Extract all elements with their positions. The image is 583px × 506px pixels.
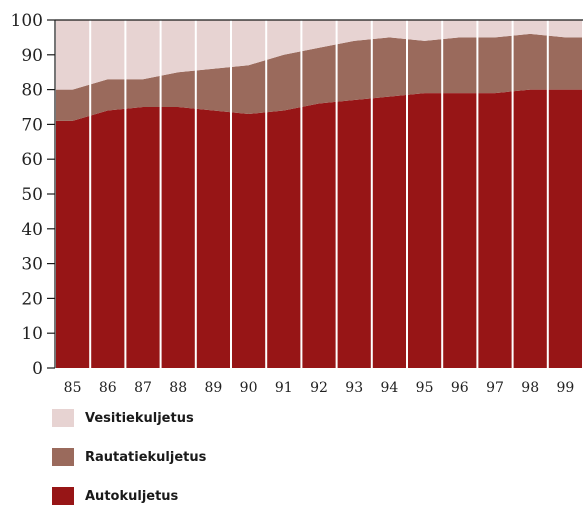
legend-item-autokuljetus: Autokuljetus xyxy=(52,486,206,506)
x-tick-label: 97 xyxy=(486,380,504,396)
y-tick-label: 90 xyxy=(21,46,43,66)
legend-swatch xyxy=(52,487,74,505)
y-tick-label: 80 xyxy=(21,81,43,101)
year-separators xyxy=(54,19,583,368)
x-tick-label: 89 xyxy=(204,380,222,396)
chart-areas xyxy=(55,20,583,368)
y-tick-label: 100 xyxy=(11,11,43,31)
legend-item-vesitiekuljetus: Vesitiekuljetus xyxy=(52,408,206,428)
y-axis: 0 10 20 30 40 50 60 70 80 90 100 xyxy=(11,11,56,379)
x-tick-label: 92 xyxy=(310,380,328,396)
y-tick-label: 20 xyxy=(21,289,43,309)
x-tick-label: 90 xyxy=(240,380,258,396)
legend-swatch xyxy=(52,448,74,466)
y-tick-label: 0 xyxy=(32,359,43,379)
area-vesitiekuljetus xyxy=(55,20,583,90)
legend-item-rautatiekuljetus: Rautatiekuljetus xyxy=(52,447,206,467)
y-tick-label: 50 xyxy=(21,185,43,205)
x-tick-label: 86 xyxy=(99,380,117,396)
y-tick-label: 60 xyxy=(21,150,43,170)
y-tick-label: 10 xyxy=(21,324,43,344)
x-tick-label: 94 xyxy=(380,380,398,396)
x-tick-label: 88 xyxy=(169,380,187,396)
stacked-area-chart: 0 10 20 30 40 50 60 70 80 90 100 85 86 87 88 89 90 91 92 9… xyxy=(11,11,583,396)
x-tick-label: 98 xyxy=(521,380,539,396)
legend-label: Autokuljetus xyxy=(85,488,179,504)
legend-label: Rautatiekuljetus xyxy=(85,449,207,465)
x-tick-label: 91 xyxy=(275,380,293,396)
area-rautatiekuljetus xyxy=(55,33,583,121)
x-tick-label: 87 xyxy=(134,380,152,396)
legend-swatch xyxy=(52,409,74,427)
y-tick-label: 40 xyxy=(21,220,43,240)
y-tick-label: 30 xyxy=(21,255,43,275)
x-tick-label: 93 xyxy=(345,380,363,396)
x-tick-label: 96 xyxy=(451,380,469,396)
y-tick-label: 70 xyxy=(21,115,43,135)
x-tick-label: 85 xyxy=(64,380,82,396)
x-tick-label: 99 xyxy=(556,380,574,396)
area-autokuljetus xyxy=(55,89,583,368)
legend-label: Vesitiekuljetus xyxy=(85,410,194,426)
x-axis: 85 86 87 88 89 90 91 92 93 94 95 96 97 98 99 xyxy=(64,380,575,396)
legend: Vesitiekuljetus Rautatiekuljetus Autokulje… xyxy=(52,408,206,506)
x-tick-label: 95 xyxy=(416,380,434,396)
